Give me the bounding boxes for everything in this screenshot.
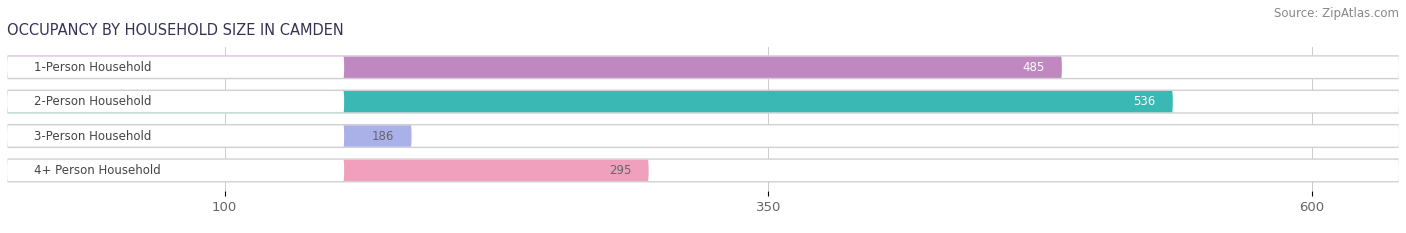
FancyBboxPatch shape — [7, 91, 1173, 112]
FancyBboxPatch shape — [7, 55, 1399, 79]
Text: Source: ZipAtlas.com: Source: ZipAtlas.com — [1274, 7, 1399, 20]
Text: 4+ Person Household: 4+ Person Household — [34, 164, 160, 177]
FancyBboxPatch shape — [7, 91, 344, 112]
Text: 2-Person Household: 2-Person Household — [34, 95, 152, 108]
FancyBboxPatch shape — [7, 125, 1399, 147]
FancyBboxPatch shape — [7, 160, 648, 181]
FancyBboxPatch shape — [7, 124, 1399, 148]
FancyBboxPatch shape — [7, 57, 1062, 78]
FancyBboxPatch shape — [7, 125, 344, 147]
Text: OCCUPANCY BY HOUSEHOLD SIZE IN CAMDEN: OCCUPANCY BY HOUSEHOLD SIZE IN CAMDEN — [7, 24, 344, 38]
FancyBboxPatch shape — [7, 57, 344, 78]
Text: 295: 295 — [609, 164, 631, 177]
Text: 186: 186 — [371, 130, 394, 143]
Text: 536: 536 — [1133, 95, 1156, 108]
FancyBboxPatch shape — [7, 90, 1399, 114]
FancyBboxPatch shape — [7, 160, 344, 181]
FancyBboxPatch shape — [7, 158, 1399, 182]
FancyBboxPatch shape — [7, 91, 1399, 112]
Text: 3-Person Household: 3-Person Household — [34, 130, 152, 143]
FancyBboxPatch shape — [7, 160, 1399, 181]
Text: 1-Person Household: 1-Person Household — [34, 61, 152, 74]
Text: 485: 485 — [1022, 61, 1045, 74]
FancyBboxPatch shape — [7, 125, 412, 147]
FancyBboxPatch shape — [7, 57, 1399, 78]
